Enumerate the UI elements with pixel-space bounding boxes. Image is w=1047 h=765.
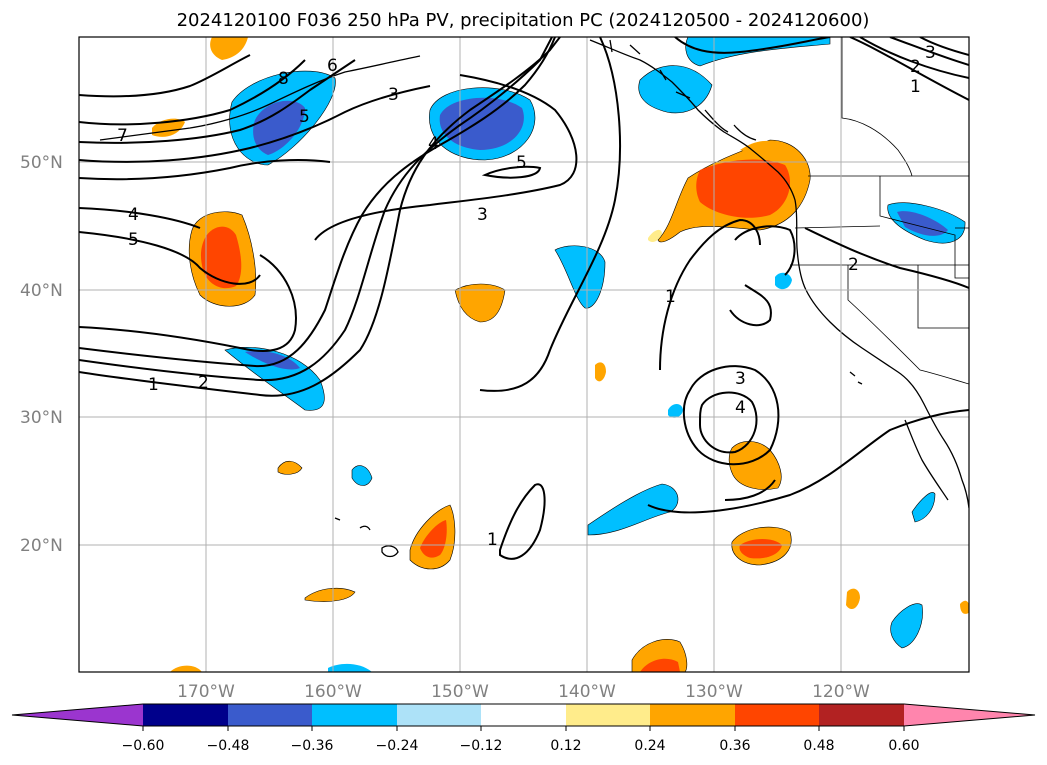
contour-label: 8 — [278, 69, 289, 89]
contour-labels: 8 6 5 7 4 5 1 2 3 4 3 5 3 2 1 2 1 3 4 1 — [117, 43, 936, 550]
lon-label-130w: 130°W — [685, 682, 743, 702]
colorbar: −0.60 −0.48 −0.36 −0.24 −0.12 0.12 0.24 … — [11, 703, 1036, 754]
contour-label: 3 — [735, 369, 746, 389]
contour-label: 5 — [299, 107, 310, 127]
colorbar-tick-label: −0.60 — [122, 738, 165, 754]
colorbar-tick-label: 0.36 — [719, 738, 750, 754]
map-frame — [78, 36, 970, 673]
colorbar-bin — [650, 704, 735, 726]
lon-label-140w: 140°W — [558, 682, 616, 702]
contour-label: 2 — [848, 255, 859, 275]
contour-label: 4 — [428, 134, 439, 154]
colorbar-over-arrow — [904, 704, 1035, 726]
lat-label-50n: 50°N — [20, 153, 63, 173]
lat-label-30n: 30°N — [20, 408, 63, 428]
contour-label: 1 — [665, 287, 676, 307]
colorbar-bin — [819, 704, 904, 726]
contour-label: 7 — [117, 126, 128, 146]
contour-label: 3 — [388, 85, 399, 105]
contour-label: 5 — [128, 230, 139, 250]
colorbar-tick-label: 0.48 — [803, 738, 834, 754]
contour-label: 1 — [148, 375, 159, 395]
contour-label: 3 — [925, 43, 936, 63]
latitude-labels: 50°N 40°N 30°N 20°N — [20, 153, 63, 556]
colorbar-tick-label: 0.12 — [550, 738, 581, 754]
contour-label: 1 — [487, 530, 498, 550]
contour-label: 6 — [327, 56, 338, 76]
contour-label: 5 — [516, 153, 527, 173]
precipitation-shading — [152, 37, 969, 672]
longitude-labels: 170°W 160°W 150°W 140°W 130°W 120°W — [177, 682, 870, 702]
pv-contours — [79, 37, 969, 560]
figure-title: 2024120100 F036 250 hPa PV, precipitatio… — [177, 10, 870, 31]
contour-label: 3 — [477, 205, 488, 225]
lon-label-170w: 170°W — [177, 682, 235, 702]
contour-label: 2 — [198, 373, 209, 393]
lat-label-40n: 40°N — [20, 281, 63, 301]
colorbar-tick-label: −0.24 — [376, 738, 419, 754]
colorbar-bin — [143, 704, 228, 726]
lon-label-150w: 150°W — [431, 682, 489, 702]
colorbar-tick-label: −0.36 — [291, 738, 334, 754]
lon-label-120w: 120°W — [812, 682, 870, 702]
map-panel: 8 6 5 7 4 5 1 2 3 4 3 5 3 2 1 2 1 3 4 1 — [78, 36, 970, 673]
coastlines — [99, 39, 969, 558]
colorbar-tick-label: 0.60 — [888, 738, 919, 754]
contour-label: 2 — [910, 57, 921, 77]
contour-label: 1 — [910, 77, 921, 97]
contour-label: 4 — [735, 398, 746, 418]
neg-anomaly-southeast — [587, 483, 679, 536]
colorbar-tick-label: −0.12 — [460, 738, 503, 754]
colorbar-ticks — [142, 726, 905, 731]
neg-anomaly-panhandle — [638, 65, 713, 114]
gridlines — [79, 37, 969, 672]
colorbar-under-arrow — [12, 704, 143, 726]
colorbar-bin — [481, 704, 566, 726]
lon-label-160w: 160°W — [304, 682, 362, 702]
colorbar-bin — [228, 704, 312, 726]
contour-label: 4 — [128, 205, 139, 225]
colorbar-bin — [312, 704, 397, 726]
colorbar-bin — [735, 704, 819, 726]
colorbar-tick-label: 0.24 — [634, 738, 665, 754]
colorbar-bin — [566, 704, 650, 726]
lat-label-20n: 20°N — [20, 536, 63, 556]
colorbar-tick-label: −0.48 — [207, 738, 250, 754]
colorbar-bin — [397, 704, 481, 726]
political-borders — [790, 37, 969, 385]
